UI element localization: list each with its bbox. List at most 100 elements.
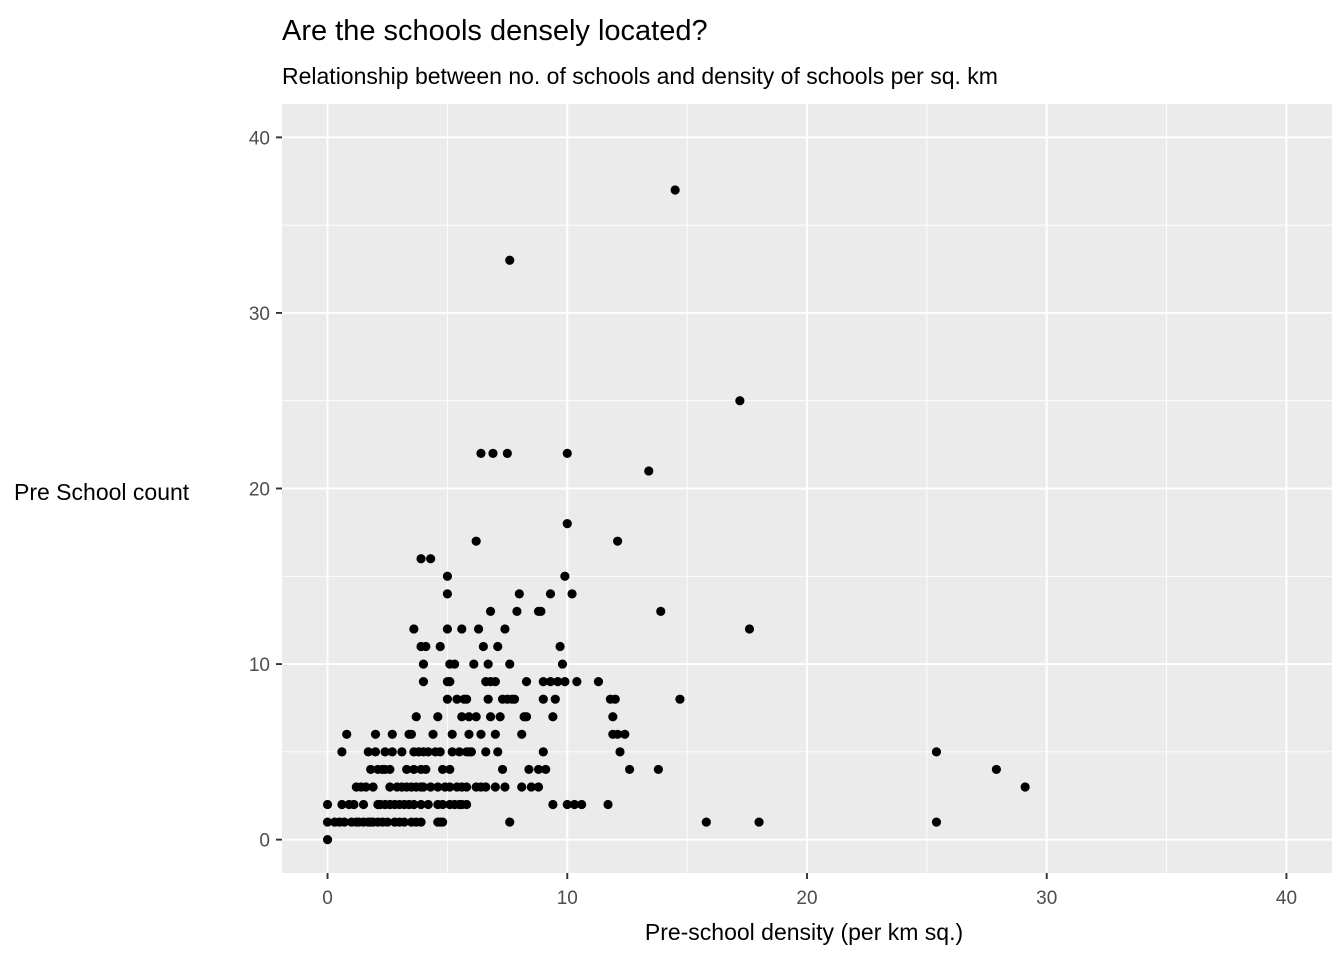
data-point [402,764,412,775]
data-point [550,694,560,704]
data-point [322,799,333,810]
data-point [931,747,942,757]
data-point [461,799,472,810]
data-point [478,641,488,652]
data-point [421,764,431,775]
data-point [385,764,395,775]
data-point [1020,782,1030,792]
data-point [533,782,544,792]
data-point [385,782,395,792]
data-point [387,747,397,757]
data-point [423,747,433,757]
data-point [409,799,419,810]
data-point [438,799,448,810]
y-axis-title: Pre School count [14,479,190,505]
data-point [349,799,359,810]
data-point [428,729,438,739]
data-point [337,799,347,810]
data-point [409,624,419,634]
data-point [380,747,390,757]
data-point [457,712,467,722]
data-point [426,782,436,792]
data-point [445,677,455,687]
data-point [991,764,1001,775]
data-point [548,712,558,722]
data-point [541,764,551,775]
data-point [418,659,429,669]
data-point [416,817,426,827]
data-point [473,624,484,634]
data-point [363,747,373,757]
data-point [397,747,407,757]
data-point [644,466,654,476]
data-point [411,712,421,722]
data-point [490,677,500,687]
data-point [502,448,512,458]
data-point [553,677,563,687]
x-tick-label: 30 [1036,888,1057,909]
data-point [533,764,544,775]
data-point [457,624,467,634]
x-tick-label: 0 [322,888,333,909]
data-point [675,694,685,704]
data-point [701,817,711,827]
data-point [493,747,503,757]
data-point [521,712,532,722]
data-point [497,764,508,775]
data-point [452,694,462,704]
data-point [613,729,623,739]
data-point [560,571,570,581]
data-point [464,712,474,722]
data-point [435,641,445,652]
data-point [466,747,476,757]
data-point [613,536,623,546]
data-point [548,799,558,810]
data-point [370,729,381,739]
y-axis: 0 10 20 30 40 [249,128,282,852]
data-point [577,799,587,810]
data-point [382,817,393,827]
data-point [572,677,582,687]
data-point [538,677,548,687]
data-point [442,624,453,634]
data-point [490,729,500,739]
data-point [423,799,433,810]
data-point [469,659,479,669]
data-point [418,677,429,687]
data-point [524,764,534,775]
data-point [562,799,572,810]
y-tick-label: 30 [249,304,270,325]
data-point [495,712,505,722]
grid-lines [282,104,1332,873]
data-point [557,659,568,669]
x-axis: 0 10 20 30 40 [322,873,1297,909]
data-point [620,729,630,739]
data-point [464,729,474,739]
data-point [418,782,429,792]
data-point [426,554,436,564]
data-point [485,606,496,616]
data-point [433,782,443,792]
data-point [442,589,453,599]
data-point [754,817,764,827]
chart-subtitle: Relationship between no. of schools and … [282,63,998,89]
data-point [361,782,371,792]
data-point [521,677,532,687]
data-point [555,641,565,652]
chart-title: Are the schools densely located? [282,15,708,47]
data-point [545,677,556,687]
data-point [514,589,524,599]
data-point [562,448,572,458]
data-point [483,659,493,669]
data-point [438,817,448,827]
data-point [421,641,431,652]
data-point [670,185,680,195]
data-point [337,747,347,757]
y-tick-label: 40 [249,128,270,149]
data-point [536,606,546,616]
x-tick-label: 10 [557,888,578,909]
data-point [538,694,548,704]
data-point [322,835,333,845]
data-point [505,817,515,827]
data-point [461,782,472,792]
